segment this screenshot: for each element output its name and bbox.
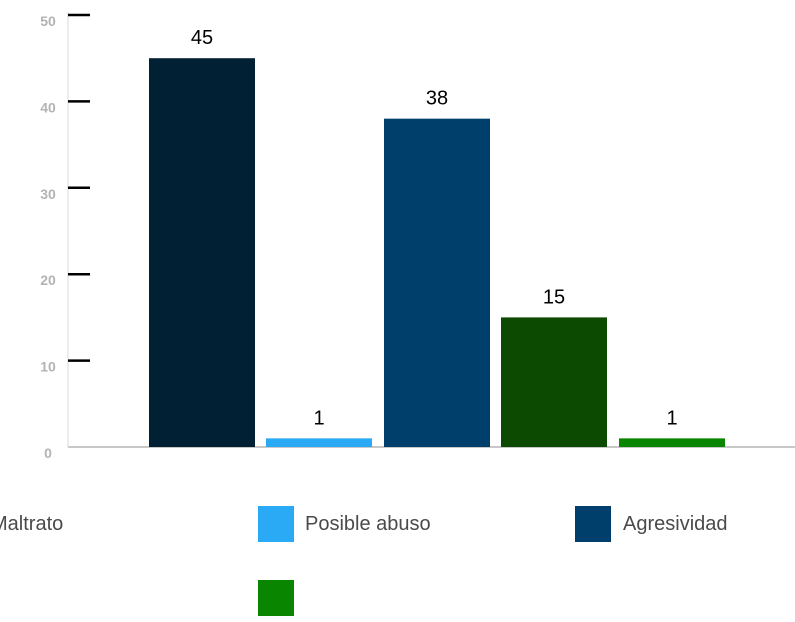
bar — [266, 438, 372, 447]
legend-swatch — [575, 506, 611, 542]
bar — [384, 118, 490, 448]
legend-label: Maltrato — [0, 513, 63, 535]
legend: Maltrato Posible abuso Agresividad — [0, 506, 728, 616]
y-tick-label: 30 — [40, 186, 56, 202]
y-tick-label: 0 — [44, 445, 52, 461]
legend-label: Posible abuso — [305, 513, 431, 535]
bar-value-label: 38 — [426, 88, 448, 110]
bars — [149, 58, 725, 448]
legend-label: Agresividad — [623, 513, 728, 535]
bar — [619, 438, 725, 447]
y-tick-label: 50 — [40, 13, 56, 29]
y-tick-label: 20 — [40, 272, 56, 288]
data-labels: 45 1 38 15 1 — [191, 27, 678, 429]
y-axis-ticks: 0 10 20 30 40 50 — [40, 13, 90, 461]
legend-swatch — [258, 506, 294, 542]
legend-swatch — [258, 580, 294, 616]
bar — [501, 317, 607, 447]
y-tick-label: 10 — [40, 359, 56, 375]
bar — [149, 58, 255, 447]
bar-value-label: 1 — [313, 407, 324, 429]
y-tick-label: 40 — [40, 99, 56, 115]
bar-value-label: 45 — [191, 27, 213, 49]
bar-value-label: 1 — [666, 407, 677, 429]
bar-value-label: 15 — [543, 286, 565, 308]
